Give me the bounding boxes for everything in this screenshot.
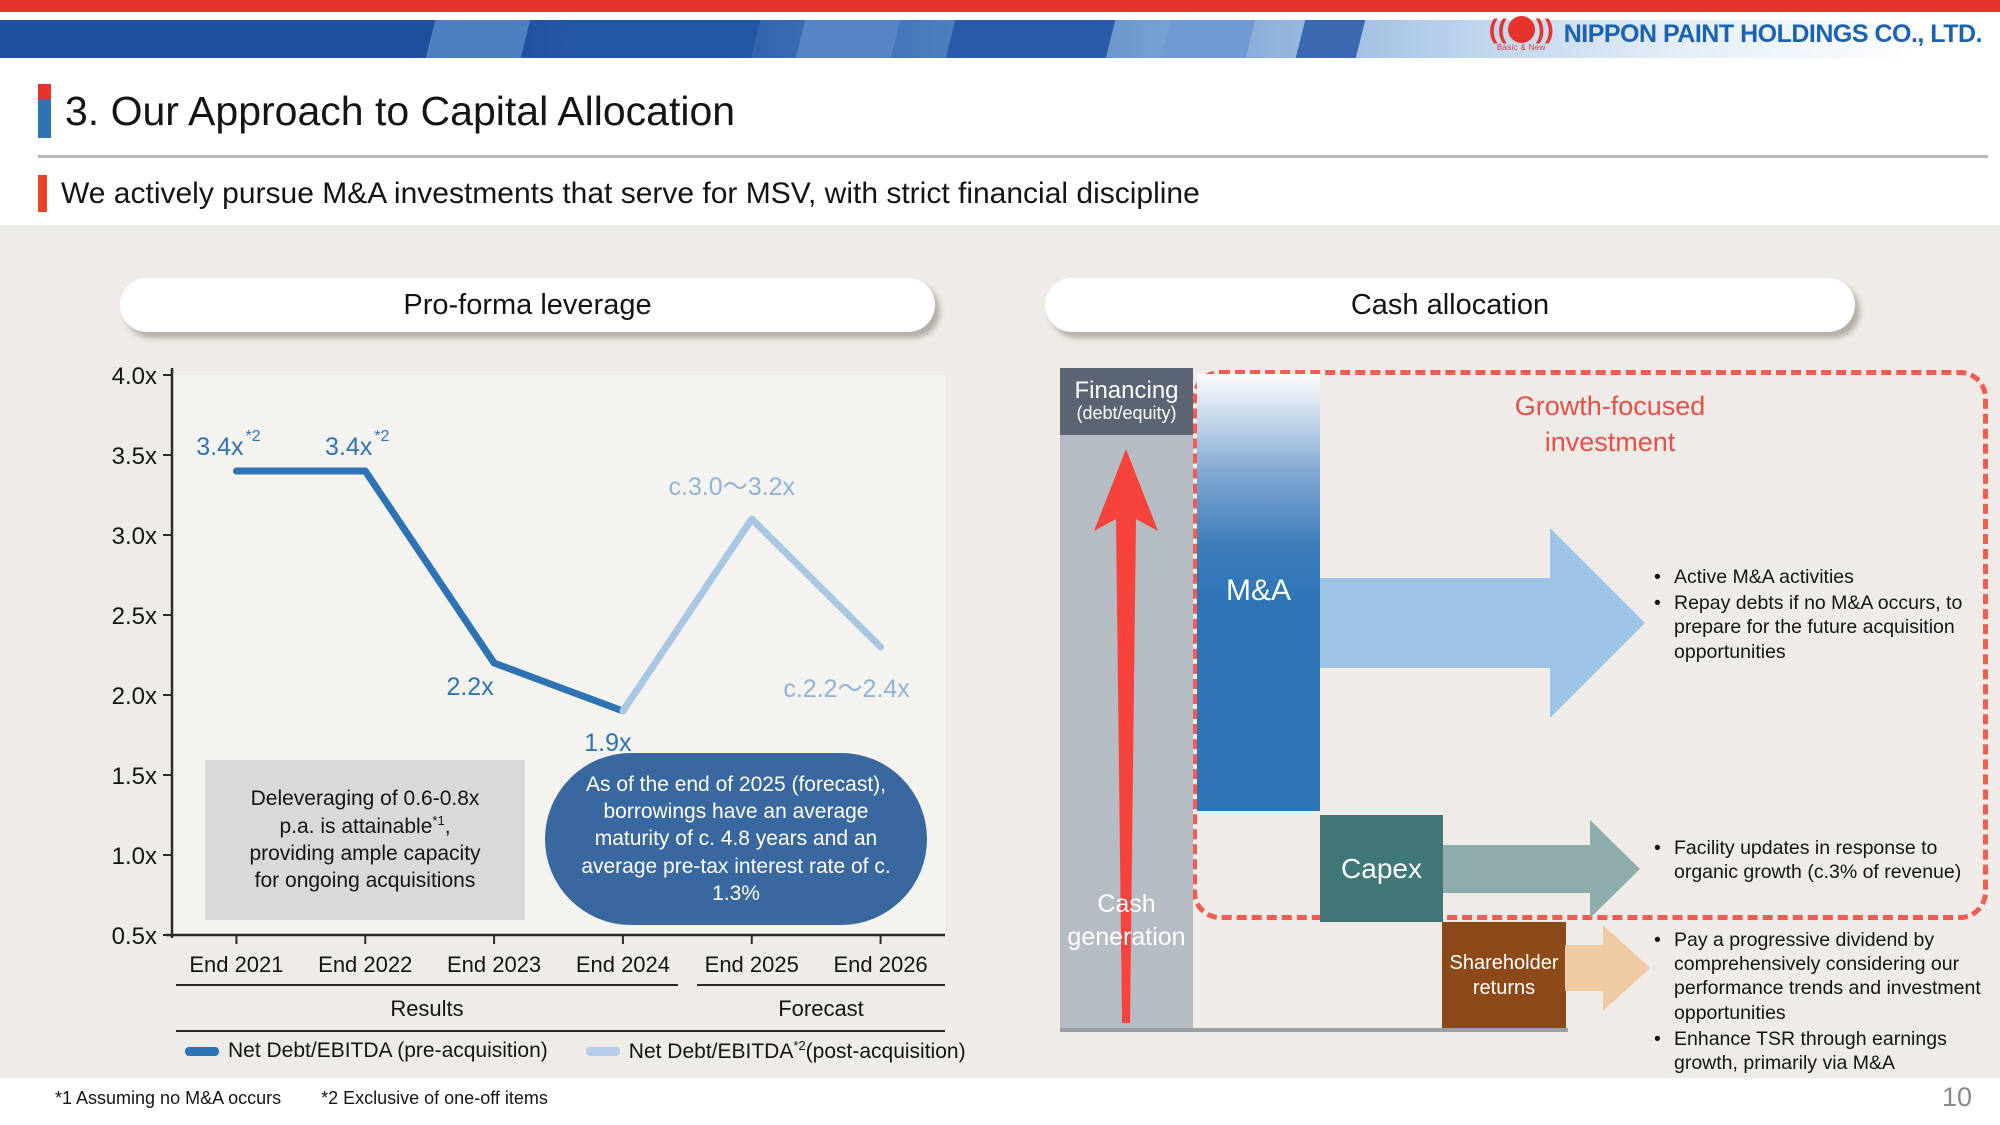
- y-tick-label: 4.0x: [112, 363, 157, 390]
- bullet-item: Facility updates in response to organic …: [1650, 836, 1995, 884]
- x-tick-label: End 2021: [189, 952, 283, 977]
- company-logo: (()) Basic & New NIPPON PAINT HOLDINGS C…: [1489, 16, 1983, 52]
- note-line: ,: [444, 814, 451, 838]
- x-tick-label: End 2024: [576, 952, 670, 977]
- forecast-label: Forecast: [778, 996, 864, 1021]
- series-line-pre-acquisition: [232, 467, 627, 715]
- cash-generation-label: Cash generation: [1067, 890, 1186, 951]
- borrowings-note-ellipse: As of the end of 2025 (forecast), borrow…: [545, 753, 927, 925]
- legend-swatch-post: [585, 1046, 620, 1056]
- shareholder-bullet-list: Pay a progressive dividend by comprehens…: [1650, 928, 1995, 1077]
- footnotes: *1 Assuming no M&A occurs *2 Exclusive o…: [55, 1088, 548, 1109]
- bullet-item: Pay a progressive dividend by comprehens…: [1650, 928, 1995, 1025]
- legend-swatch-pre: [185, 1046, 219, 1056]
- financing-box: Financing (debt/equity): [1060, 368, 1193, 435]
- ma-bar: M&A: [1197, 374, 1320, 811]
- bullet-item: Enhance TSR through earnings growth, pri…: [1650, 1027, 1995, 1075]
- y-tick-label: 1.0x: [112, 843, 157, 870]
- band-stripe: [423, 20, 532, 58]
- financing-label: Financing: [1074, 377, 1179, 405]
- data-label: 2.2x: [446, 673, 494, 701]
- leverage-chart-svg: 4.0x 3.5x 3.0x 2.5x 2.0x 1.5x 1.0x 0.5x End 2021…: [112, 363, 945, 1032]
- title-divider: [38, 155, 1988, 158]
- x-tick-label: End 2022: [318, 952, 412, 977]
- bullet-item: Repay debts if no M&A occurs, to prepare…: [1650, 591, 1995, 664]
- cash-generation-column: [1060, 435, 1193, 1030]
- x-tick-label: End 2026: [833, 952, 927, 977]
- deleveraging-note-box: Deleveraging of 0.6-0.8x p.a. is attaina…: [205, 760, 525, 920]
- ma-label: M&A: [1225, 574, 1291, 607]
- band-stripe: [943, 20, 1117, 58]
- cash-allocation-diagram: Growth-focused investment Financing (deb…: [1050, 360, 2000, 1125]
- legend-item-pre-acquisition: Net Debt/EBITDA (pre-acquisition): [185, 1039, 548, 1063]
- ellipse-text: As of the end of 2025 (forecast), borrow…: [581, 772, 891, 905]
- growth-investment-title: Growth-focused investment: [1514, 391, 1706, 458]
- page-number: 10: [1941, 1082, 1972, 1112]
- x-tick-label: End 2023: [447, 952, 541, 977]
- note-line: p.a. is attainable: [279, 814, 433, 838]
- band-stripe: [558, 20, 762, 58]
- series-line-post-acquisition: [619, 515, 885, 715]
- financing-sublabel: (debt/equity): [1076, 403, 1177, 424]
- cash-up-arrow-icon: [1094, 449, 1158, 1023]
- shareholder-returns-box: Shareholder returns: [1442, 922, 1566, 1030]
- leverage-chart: 4.0x 3.5x 3.0x 2.5x 2.0x 1.5x 1.0x 0.5x End 2021…: [110, 360, 970, 1075]
- legend-item-post-acquisition: Net Debt/EBITDA*2(post-acquisition): [585, 1038, 966, 1064]
- legend-label: Net Debt/EBITDA*2(post-acquisition): [628, 1038, 966, 1063]
- logo-mark: (()) Basic & New: [1489, 16, 1554, 52]
- footnote: *1 Assuming no M&A occurs: [55, 1088, 282, 1108]
- data-label: c.3.0〜3.2x: [669, 473, 796, 501]
- slide-footer: *1 Assuming no M&A occurs *2 Exclusive o…: [0, 1078, 2000, 1125]
- data-label: c.2.2〜2.4x: [783, 675, 910, 703]
- y-tick-label: 3.0x: [112, 523, 157, 550]
- shareholder-arrow-icon: [1565, 925, 1650, 1011]
- ma-bullet-list: Active M&A activities Repay debts if no …: [1650, 565, 1995, 666]
- capex-arrow-icon: [1443, 820, 1640, 918]
- data-label: 3.4x *2: [325, 428, 389, 461]
- logo-sunburst-icon: (()): [1488, 14, 1554, 44]
- band-stripe: [1293, 20, 1367, 58]
- band-stripe: [793, 20, 902, 58]
- footnote: *2 Exclusive of one-off items: [321, 1088, 548, 1108]
- subtitle: We actively pursue M&A investments that …: [61, 176, 1200, 210]
- y-tick-label: 2.0x: [112, 683, 157, 710]
- note-superscript: *1: [432, 812, 445, 828]
- chart-legend: Net Debt/EBITDA (pre-acquisition) Net De…: [110, 1038, 970, 1064]
- capex-bullet-list: Facility updates in response to organic …: [1650, 836, 1995, 886]
- note-line: Deleveraging of 0.6-0.8x: [250, 787, 480, 811]
- y-tick-label: 1.5x: [112, 763, 157, 790]
- y-tick-label: 2.5x: [112, 603, 157, 630]
- legend-label: Net Debt/EBITDA (pre-acquisition): [228, 1039, 548, 1062]
- results-label: Results: [390, 996, 463, 1021]
- capex-box: Capex: [1320, 815, 1443, 922]
- y-tick-label: 0.5x: [112, 923, 157, 950]
- title-accent-bar: [38, 84, 51, 138]
- left-panel-header: Pro-forma leverage: [120, 278, 935, 332]
- x-tick-label: End 2025: [705, 952, 799, 977]
- page-title: 3. Our Approach to Capital Allocation: [65, 87, 736, 134]
- band-stripe: [1158, 20, 1257, 58]
- logo-company-name: NIPPON PAINT HOLDINGS CO., LTD.: [1563, 19, 1983, 48]
- logo-tagline: Basic & New: [1496, 43, 1546, 52]
- right-panel-header: Cash allocation: [1045, 278, 1855, 332]
- bullet-item: Active M&A activities: [1650, 565, 1995, 589]
- y-tick-label: 3.5x: [112, 443, 157, 470]
- diagram-baseline: [1060, 1028, 1568, 1032]
- note-line: providing ample capacity: [249, 842, 481, 865]
- ma-arrow-icon: [1320, 528, 1645, 718]
- data-label: 1.9x: [584, 729, 632, 757]
- note-line: for ongoing acquisitions: [254, 869, 476, 893]
- subtitle-accent-bar: [38, 175, 47, 212]
- header-blue-band: [0, 20, 2000, 58]
- header-red-bar: [0, 0, 2000, 12]
